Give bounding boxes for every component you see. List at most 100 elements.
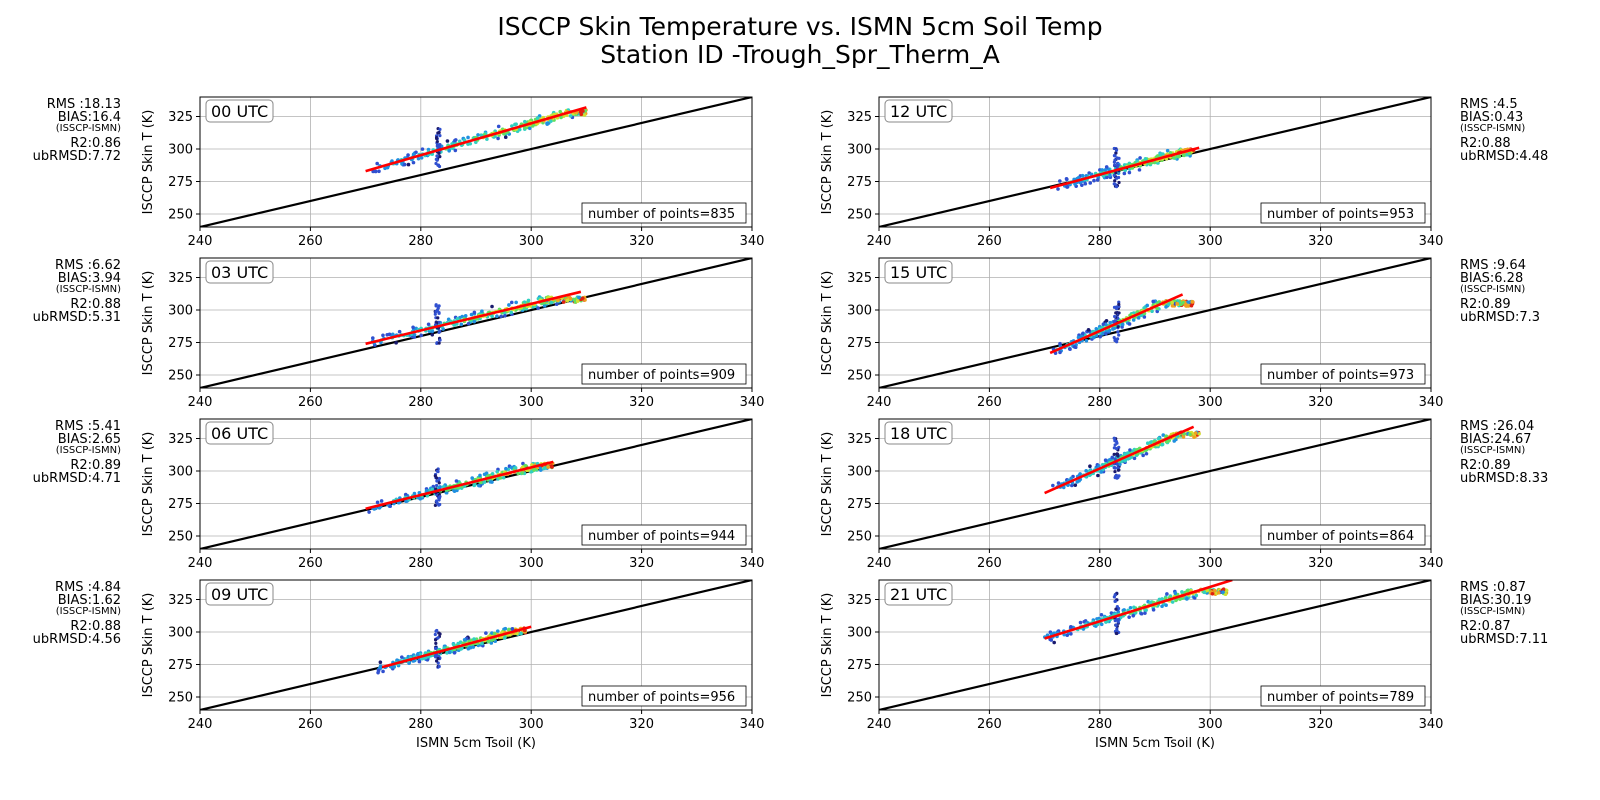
scatter-point — [1116, 466, 1120, 470]
scatter-point — [1104, 319, 1109, 323]
scatter-point — [577, 295, 581, 300]
scatter-point — [1175, 301, 1179, 306]
one-to-one-line — [200, 258, 752, 388]
scatter-point — [378, 664, 383, 669]
scatter-panel: 240 260 280 300 320 340 250 275 300 325 ISCCP Skin… — [33, 96, 765, 249]
x-tick-label: 240 — [867, 717, 892, 732]
scatter-point — [1113, 439, 1117, 443]
scatter-point — [437, 631, 441, 635]
scatter-point — [1144, 451, 1149, 456]
y-tick-label: 275 — [168, 336, 193, 351]
scatter-point — [1113, 457, 1117, 461]
scatter-point — [1101, 322, 1106, 327]
scatter-point — [538, 468, 543, 472]
scatter-point — [1193, 431, 1198, 435]
scatter-point — [1086, 328, 1091, 332]
scatter-point — [1058, 350, 1062, 355]
scatter-point — [504, 466, 508, 471]
utc-label-box — [205, 99, 274, 123]
scatter-point — [1126, 456, 1130, 461]
axes-frame — [878, 579, 1432, 711]
y-tick-label: 275 — [847, 336, 872, 351]
n-points-box — [1260, 363, 1426, 385]
y-tick-label: 325 — [168, 432, 193, 447]
scatter-point — [1164, 603, 1168, 607]
scatter-point — [532, 467, 536, 472]
scatter-point — [400, 655, 404, 659]
x-tick-label: 280 — [1087, 234, 1112, 249]
scatter-point — [507, 627, 511, 632]
scatter-point — [1117, 302, 1121, 306]
x-tick-label: 320 — [1308, 234, 1333, 249]
stat-r2: R2:0.89 — [70, 458, 121, 473]
scatter-point — [1095, 178, 1100, 182]
scatter-panel: 240 260 280 300 320 340 250 275 300 325 ISCCP Skin… — [33, 257, 764, 410]
y-tick-label: 300 — [847, 626, 872, 641]
scatter-point — [1202, 590, 1207, 595]
stat-rms: RMS :0.87 — [1460, 580, 1526, 595]
n-points-box — [581, 524, 747, 546]
utc-label: 15 UTC — [890, 263, 947, 282]
stat-ubrmsd: ubRMSD:5.31 — [33, 310, 121, 325]
x-tick-label: 320 — [1308, 717, 1333, 732]
stat-bias-note: (ISSCP-ISMN) — [1460, 445, 1525, 456]
stat-bias: BIAS:1.62 — [58, 593, 121, 608]
scatter-point — [435, 479, 439, 483]
scatter-point — [510, 124, 514, 128]
x-tick-label: 240 — [867, 395, 892, 410]
stat-ubrmsd: ubRMSD:4.56 — [33, 632, 121, 647]
scatter-point — [1151, 607, 1156, 612]
scatter-point — [453, 148, 458, 153]
scatter-point — [379, 499, 384, 503]
x-tick-label: 320 — [629, 556, 654, 571]
scatter-point — [476, 483, 481, 488]
scatter-point — [509, 300, 514, 305]
utc-label: 00 UTC — [211, 102, 268, 121]
scatter-point — [466, 321, 471, 326]
scatter-point — [411, 160, 416, 165]
scatter-point — [1114, 618, 1119, 622]
scatter-point — [1123, 458, 1127, 463]
scatter-point — [1165, 148, 1170, 153]
y-tick-label: 250 — [168, 369, 193, 384]
scatter-point — [462, 637, 467, 642]
y-tick-label: 250 — [168, 691, 193, 706]
scatter-point — [568, 296, 573, 301]
x-tick-label: 320 — [629, 717, 654, 732]
scatter-point — [492, 631, 497, 636]
scatter-point — [1170, 303, 1175, 308]
scatter-point — [375, 500, 380, 505]
scatter-point — [1065, 633, 1070, 638]
x-tick-label: 300 — [519, 234, 544, 249]
x-tick-label: 260 — [298, 556, 323, 571]
x-tick-label: 340 — [1419, 717, 1444, 732]
scatter-point — [565, 298, 570, 303]
scatter-point — [1104, 165, 1109, 169]
scatter-point — [1088, 181, 1093, 185]
scatter-point — [1112, 436, 1116, 440]
scatter-point — [478, 473, 482, 478]
scatter-point — [381, 333, 385, 338]
scatter-point — [1160, 604, 1164, 609]
x-tick-label: 340 — [740, 234, 765, 249]
fit-line — [1049, 146, 1200, 190]
y-tick-label: 325 — [847, 593, 872, 608]
scatter-point — [419, 333, 424, 338]
stat-rms: RMS :4.5 — [1460, 97, 1518, 112]
n-points-label: number of points=956 — [588, 690, 735, 705]
stat-ubrmsd: ubRMSD:4.71 — [33, 471, 121, 486]
y-tick-label: 300 — [168, 465, 193, 480]
scatter-point — [1078, 620, 1083, 625]
scatter-point — [1117, 180, 1121, 185]
scatter-point — [1052, 640, 1056, 645]
scatter-point — [434, 653, 438, 657]
scatter-point — [456, 641, 460, 646]
scatter-point — [482, 480, 487, 484]
stat-ubrmsd: ubRMSD:7.11 — [1460, 632, 1548, 647]
utc-label-box — [884, 582, 953, 606]
scatter-point — [454, 479, 459, 483]
